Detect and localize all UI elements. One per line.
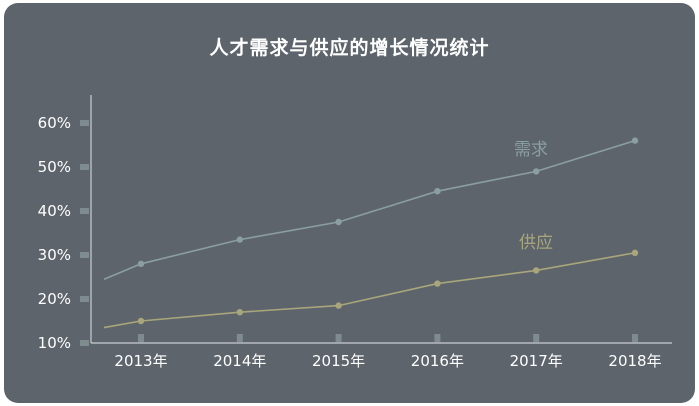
- x-tick-label: 2016年: [411, 352, 464, 370]
- y-tick-label: 50%: [38, 158, 71, 176]
- y-tick-mark: [80, 296, 89, 302]
- series-line: [103, 252, 636, 329]
- data-point: [137, 260, 145, 267]
- x-tick-mark: [335, 334, 342, 342]
- y-tick-mark: [80, 164, 89, 170]
- data-point: [631, 137, 639, 144]
- data-point: [236, 309, 243, 316]
- chart-title: 人才需求与供应的增长情况统计: [209, 37, 490, 59]
- data-point: [533, 267, 540, 274]
- y-tick-mark: [80, 340, 89, 346]
- x-tick-mark: [533, 334, 540, 342]
- x-tick-mark: [138, 334, 144, 342]
- series-label: 需求: [514, 140, 548, 160]
- data-point: [137, 317, 145, 325]
- x-tick-label: 2013年: [114, 352, 167, 370]
- data-point: [434, 280, 441, 287]
- x-tick-label: 2017年: [510, 352, 563, 370]
- x-tick-mark: [632, 334, 638, 342]
- x-tick-label: 2014年: [213, 352, 266, 370]
- x-tick-label: 2015年: [312, 352, 365, 370]
- y-tick-mark: [80, 120, 89, 126]
- y-tick-label: 40%: [38, 202, 71, 220]
- y-tick-label: 20%: [38, 290, 71, 308]
- x-tick-mark: [434, 334, 441, 342]
- data-point: [631, 249, 639, 256]
- x-tick-label: 2018年: [608, 352, 661, 370]
- chart-card: [4, 3, 695, 403]
- data-point: [533, 168, 540, 175]
- data-point: [434, 188, 441, 195]
- y-tick-label: 30%: [38, 246, 71, 264]
- y-tick-mark: [80, 208, 89, 214]
- y-tick-label: 10%: [38, 334, 71, 352]
- data-point: [335, 218, 342, 226]
- series-label: 供应: [519, 233, 553, 253]
- y-tick-label: 60%: [38, 114, 71, 132]
- data-point: [236, 236, 243, 243]
- x-tick-mark: [236, 334, 243, 342]
- y-tick-mark: [80, 252, 89, 258]
- data-point: [335, 302, 342, 309]
- series-line: [103, 139, 636, 280]
